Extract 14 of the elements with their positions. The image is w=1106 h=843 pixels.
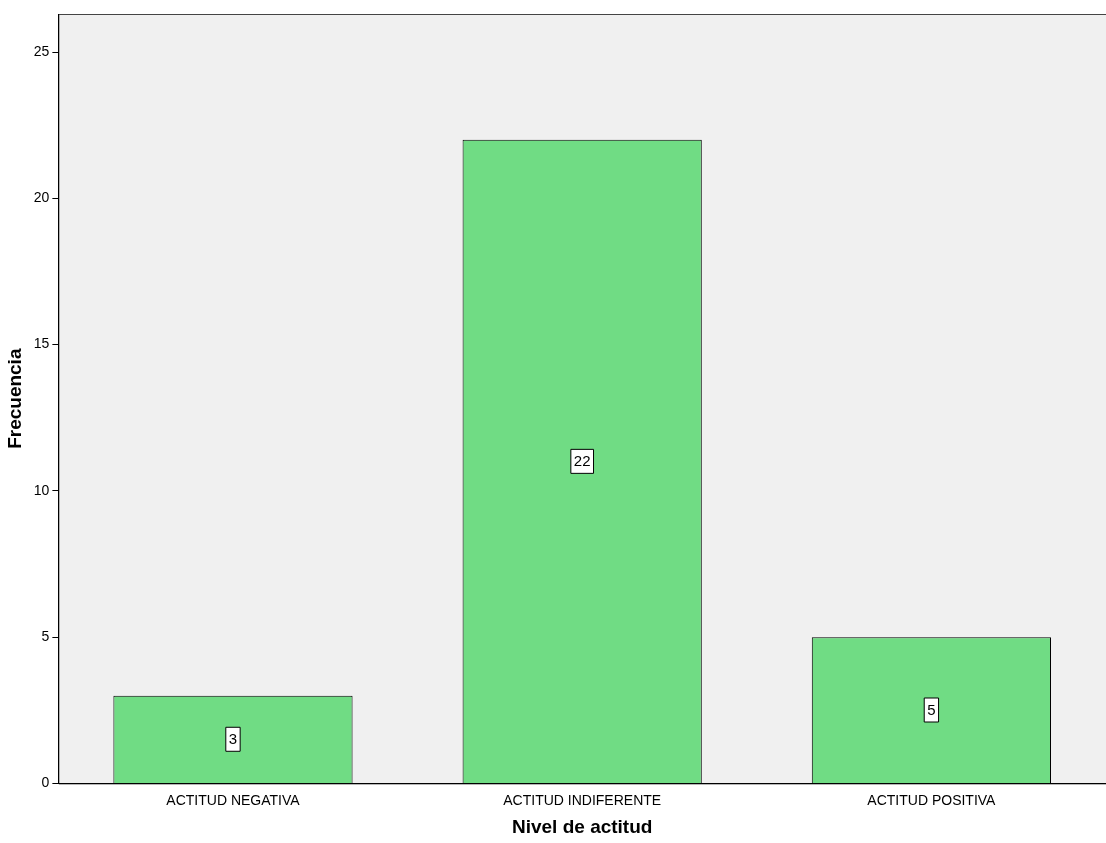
y-tick-label: 25 (33, 42, 50, 59)
y-tick-label: 5 (41, 627, 50, 644)
data-label: 22 (573, 452, 591, 470)
data-label: 5 (927, 701, 936, 719)
data-label: 3 (228, 730, 238, 748)
y-tick-label: 0 (41, 774, 50, 791)
x-axis-title: Nivel de actitud (511, 815, 653, 837)
y-axis-title: Frecuencia (3, 348, 25, 449)
x-tick-label: ACTITUD POSITIVA (867, 791, 997, 808)
y-tick-label: 20 (33, 189, 50, 206)
x-tick-label: ACTITUD INDIFERENTE (503, 791, 662, 808)
y-tick-label: 15 (33, 335, 50, 352)
y-tick-label: 10 (33, 481, 50, 498)
x-tick-label: ACTITUD NEGATIVA (166, 791, 301, 808)
